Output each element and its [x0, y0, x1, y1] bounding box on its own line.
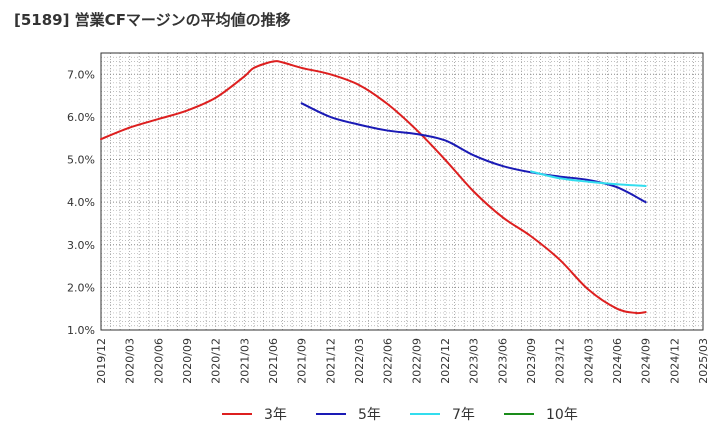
- x-tick-label: 2020/03: [124, 338, 137, 384]
- x-tick-label: 2022/12: [439, 338, 452, 384]
- legend: 3年 5年 7年 10年: [222, 407, 578, 423]
- x-tick-label: 2023/06: [496, 338, 509, 384]
- x-tick-label: 2024/03: [582, 338, 595, 384]
- y-tick-label: 2.0%: [67, 281, 95, 294]
- series-line-3: [530, 170, 647, 187]
- y-tick-label: 6.0%: [67, 111, 95, 124]
- legend-label-1: 3年: [264, 407, 287, 423]
- x-tick-label: 2021/06: [267, 338, 280, 384]
- y-tick-label: 7.0%: [67, 68, 95, 81]
- legend-label-3: 7年: [452, 407, 475, 423]
- x-tick-label: 2021/12: [324, 338, 337, 384]
- x-tick-label: 2023/03: [468, 338, 481, 384]
- chart-title: [5189] 営業CFマージンの平均値の推移: [14, 11, 291, 29]
- x-axis: 2019/12 2020/03 2020/06 2020/09 2020/12 2021/…: [95, 338, 710, 384]
- x-tick-label: 2022/06: [382, 338, 395, 384]
- series-line-2: [300, 102, 647, 204]
- x-tick-label: 2022/09: [410, 338, 423, 384]
- x-tick-label: 2024/09: [640, 338, 653, 384]
- x-tick-label: 2019/12: [95, 338, 108, 384]
- x-tick-label: 2025/03: [697, 338, 710, 384]
- legend-label-2: 5年: [358, 407, 381, 423]
- series-line-1: [100, 60, 647, 315]
- x-tick-label: 2021/09: [296, 338, 309, 384]
- x-tick-label: 2022/03: [353, 338, 366, 384]
- y-tick-label: 4.0%: [67, 196, 95, 209]
- series-lines: [100, 60, 647, 315]
- x-tick-label: 2023/09: [525, 338, 538, 384]
- x-tick-label: 2020/12: [210, 338, 223, 384]
- y-tick-label: 3.0%: [67, 239, 95, 252]
- x-tick-label: 2023/12: [554, 338, 567, 384]
- y-axis: 1.0% 2.0% 3.0% 4.0% 5.0% 6.0% 7.0%: [67, 68, 95, 337]
- grid: [101, 53, 703, 330]
- y-tick-label: 5.0%: [67, 154, 95, 167]
- x-tick-label: 2024/06: [611, 338, 624, 384]
- x-tick-label: 2024/12: [668, 338, 681, 384]
- legend-label-4: 10年: [546, 407, 578, 423]
- plot-frame: [100, 52, 704, 331]
- x-tick-label: 2020/09: [181, 338, 194, 384]
- y-tick-label: 1.0%: [67, 324, 95, 337]
- x-tick-label: 2021/03: [238, 338, 251, 384]
- x-tick-label: 2020/06: [152, 338, 165, 384]
